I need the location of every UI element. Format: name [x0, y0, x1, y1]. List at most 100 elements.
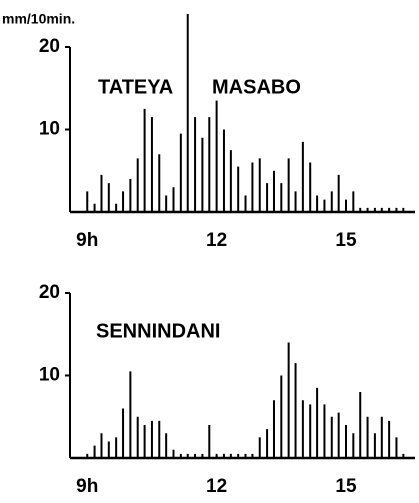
bar	[373, 433, 376, 458]
bar	[251, 162, 254, 212]
y-tick-label: 10	[39, 119, 60, 140]
bar	[330, 191, 333, 212]
bar	[222, 129, 225, 212]
bar	[330, 416, 333, 458]
bar	[129, 179, 132, 212]
bar	[158, 420, 161, 458]
bar	[129, 371, 132, 458]
bar	[258, 437, 261, 458]
bar	[136, 416, 139, 458]
bar	[266, 183, 269, 212]
bar	[323, 404, 326, 458]
bar	[366, 416, 369, 458]
y-axis-label: mm/10min.	[2, 11, 75, 27]
bar	[388, 420, 391, 458]
bar	[323, 199, 326, 212]
bar	[215, 100, 218, 212]
y-tick-label: 20	[39, 282, 60, 303]
bar	[93, 203, 96, 212]
bar	[280, 183, 283, 212]
bar	[186, 453, 189, 458]
bar	[107, 183, 110, 212]
bar	[229, 453, 232, 458]
bar	[287, 342, 290, 458]
bar	[222, 453, 225, 458]
bar	[301, 141, 304, 212]
bar	[143, 425, 146, 458]
bar	[272, 400, 275, 458]
x-tick-label: 12	[206, 476, 227, 497]
bar	[194, 117, 197, 212]
annotation: TATEYA	[98, 76, 173, 98]
bar	[352, 191, 355, 212]
bar	[352, 433, 355, 458]
bar	[86, 191, 89, 212]
bar	[93, 445, 96, 458]
bar	[280, 375, 283, 458]
bar	[272, 170, 275, 212]
bar	[337, 174, 340, 212]
bar	[150, 117, 153, 212]
bar	[266, 429, 269, 458]
bar	[258, 158, 261, 212]
bar	[86, 453, 89, 458]
bar	[229, 150, 232, 212]
bar	[172, 187, 175, 212]
bar	[316, 195, 319, 212]
x-tick-label: 12	[206, 230, 227, 251]
bar	[201, 453, 204, 458]
bar	[208, 425, 211, 458]
bar	[165, 195, 168, 212]
bar	[337, 412, 340, 458]
bar	[122, 191, 125, 212]
bar	[287, 158, 290, 212]
y-tick-label: 10	[39, 365, 60, 386]
x-tick-label: 15	[335, 230, 357, 251]
bar	[359, 392, 362, 458]
bar	[301, 400, 304, 458]
bar	[380, 207, 383, 212]
bar	[172, 449, 175, 458]
bar	[115, 203, 118, 212]
annotation: MASABO	[212, 76, 301, 98]
bar	[316, 387, 319, 458]
x-tick-label: 9h	[76, 230, 98, 251]
bar	[388, 207, 391, 212]
bar	[208, 117, 211, 212]
bar	[402, 207, 405, 212]
bar	[100, 174, 103, 212]
bar	[251, 453, 254, 458]
bar	[395, 207, 398, 212]
bar	[237, 166, 240, 212]
bar	[143, 108, 146, 212]
bar	[359, 207, 362, 212]
bar	[194, 453, 197, 458]
bar	[345, 425, 347, 458]
bar	[201, 137, 204, 212]
bar	[179, 453, 182, 458]
bar	[294, 191, 297, 212]
annotation: SENNINDANI	[96, 320, 220, 342]
bar	[136, 158, 139, 212]
y-tick-label: 20	[39, 36, 60, 57]
bar	[366, 207, 369, 212]
bar	[107, 441, 110, 458]
bar	[345, 199, 347, 212]
bar	[373, 207, 376, 212]
bar	[165, 433, 168, 458]
bar	[150, 420, 153, 458]
bar	[179, 133, 182, 212]
x-tick-label: 15	[335, 476, 357, 497]
bar	[122, 408, 125, 458]
bar	[158, 154, 161, 212]
bar	[309, 404, 312, 458]
bar	[215, 453, 218, 458]
bar	[395, 437, 398, 458]
bar	[380, 416, 383, 458]
bar	[309, 162, 312, 212]
x-tick-label: 9h	[76, 476, 98, 497]
bar	[115, 437, 118, 458]
bar	[402, 453, 405, 458]
bar	[294, 363, 297, 458]
bar	[244, 195, 247, 212]
